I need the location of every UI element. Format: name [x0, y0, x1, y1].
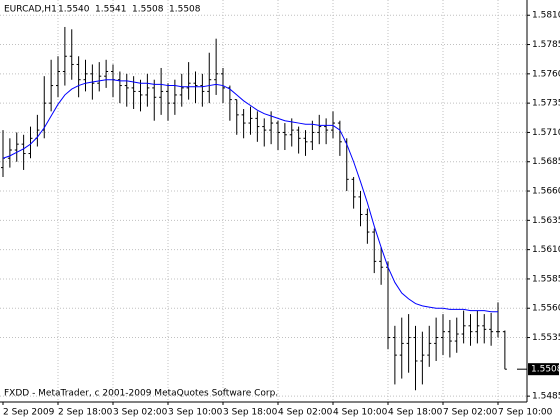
x-tick-label: 2 Sep 18:00: [58, 408, 113, 418]
quote-value: 1.5541: [95, 5, 127, 15]
y-tick-label: 1.5735: [532, 99, 560, 109]
y-tick-label: 1.5710: [532, 128, 560, 138]
x-tick-label: 3 Sep 02:00: [113, 408, 168, 418]
x-tick-label: 7 Sep 02:00: [443, 408, 498, 418]
quote-value: 1.5508: [132, 5, 164, 15]
y-tick-label: 1.5560: [532, 304, 560, 314]
price-tag: [528, 363, 559, 376]
y-tick-label: 1.5610: [532, 245, 560, 255]
moving-average: [2, 79, 498, 313]
y-tick-label: 1.5760: [532, 69, 560, 79]
y-tick-label: 1.5685: [532, 157, 560, 167]
x-tick-label: 4 Sep 18:00: [388, 408, 443, 418]
y-tick-label: 1.5810: [532, 11, 560, 21]
y-tick-label: 1.5635: [532, 216, 560, 226]
y-tick-label: 1.5660: [532, 187, 560, 197]
x-tick-label: 4 Sep 02:00: [278, 408, 333, 418]
price-tag-label: 1.5508: [531, 365, 560, 375]
x-tick-label: 3 Sep 18:00: [223, 408, 278, 418]
x-tick-label: 3 Sep 10:00: [168, 408, 223, 418]
chart-title: EURCAD,H1: [4, 5, 57, 15]
x-tick-label: 2 Sep 2009: [3, 408, 55, 418]
y-tick-label: 1.5485: [532, 392, 560, 402]
quote-value: 1.5540: [58, 5, 90, 15]
y-tick-label: 1.5585: [532, 274, 560, 284]
y-tick-label: 1.5535: [532, 333, 560, 343]
footer: FXDD - MetaTrader, c 2001-2009 MetaQuote…: [4, 389, 278, 399]
x-tick-label: 4 Sep 10:00: [333, 408, 388, 418]
quote-value: 1.5508: [169, 5, 201, 15]
y-tick-label: 1.5785: [532, 40, 560, 50]
x-tick-label: 7 Sep 10:00: [498, 408, 553, 418]
